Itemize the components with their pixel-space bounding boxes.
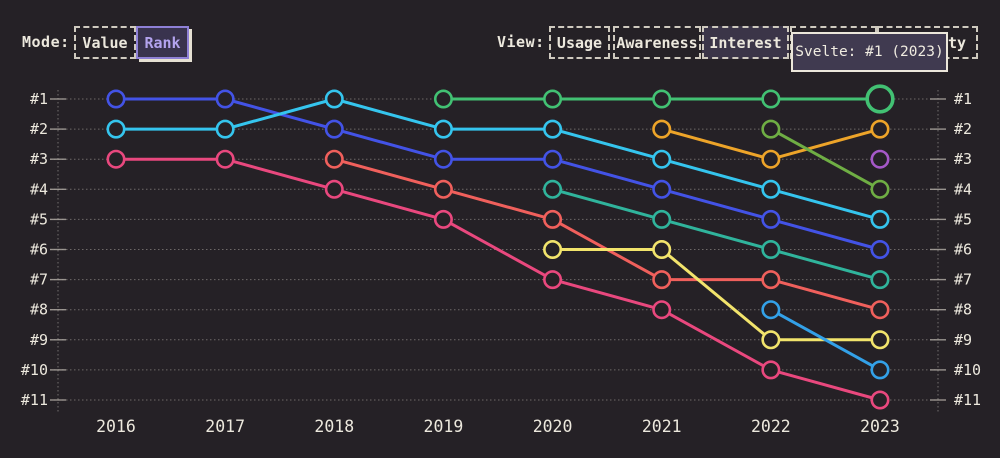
- data-point-cyan-2023[interactable]: [870, 209, 890, 229]
- data-point-teal-2023[interactable]: [870, 270, 890, 290]
- year-label: 2017: [205, 417, 245, 436]
- data-point-teal-2022[interactable]: [761, 240, 781, 260]
- data-point-salmon-red-2023[interactable]: [870, 300, 890, 320]
- view-interest-button[interactable]: Interest: [702, 26, 789, 59]
- series-line-cyan: [114, 97, 882, 221]
- data-point-yellow-2020[interactable]: [543, 240, 563, 260]
- data-point-pink-2020[interactable]: [543, 270, 563, 290]
- data-point-olive-green-2022[interactable]: [761, 119, 781, 139]
- year-label: 2020: [533, 417, 573, 436]
- data-point-blue-2017[interactable]: [215, 89, 235, 109]
- left-rank-label: #9: [30, 331, 48, 349]
- data-point-blue-2021[interactable]: [652, 179, 672, 199]
- data-point-pink-2018[interactable]: [324, 179, 344, 199]
- right-rank-label: #2: [954, 120, 972, 138]
- data-point-cyan-2016[interactable]: [106, 119, 126, 139]
- data-point-yellow-2023[interactable]: [870, 330, 890, 350]
- right-rank-label: #6: [954, 241, 972, 259]
- data-point-pink-2023[interactable]: [870, 390, 890, 410]
- right-rank-label: #7: [954, 271, 972, 289]
- data-point-orange-2022[interactable]: [761, 149, 781, 169]
- mode-rank-button[interactable]: Rank: [136, 26, 189, 59]
- data-point-pink-2019[interactable]: [433, 209, 453, 229]
- year-label: 2021: [642, 417, 682, 436]
- left-rank-label: #8: [30, 301, 48, 319]
- series-line-sky-blue: [769, 308, 882, 372]
- data-point-cyan-2018[interactable]: [324, 89, 344, 109]
- data-point-orange-2021[interactable]: [652, 119, 672, 139]
- data-point-svelte-green-2019[interactable]: [433, 89, 453, 109]
- left-rank-label: #4: [30, 180, 48, 198]
- data-point-svelte-green-2021[interactable]: [652, 89, 672, 109]
- series-line-pink: [114, 157, 882, 402]
- left-rank-label: #11: [21, 391, 48, 409]
- data-point-blue-2020[interactable]: [543, 149, 563, 169]
- right-rank-label: #8: [954, 301, 972, 319]
- data-point-blue-2018[interactable]: [324, 119, 344, 139]
- data-point-sky-blue-2022[interactable]: [761, 300, 781, 320]
- data-point-pink-2016[interactable]: [106, 149, 126, 169]
- view-awareness-button[interactable]: Awareness: [613, 26, 701, 59]
- data-point-yellow-2021[interactable]: [652, 240, 672, 260]
- left-rank-label: #1: [30, 90, 48, 108]
- data-point-pink-2021[interactable]: [652, 300, 672, 320]
- data-point-teal-2020[interactable]: [543, 179, 563, 199]
- data-point-svelte-green-2023[interactable]: [865, 84, 895, 114]
- mode-value-button[interactable]: Value: [74, 26, 136, 59]
- data-point-cyan-2022[interactable]: [761, 179, 781, 199]
- data-point-sky-blue-2023[interactable]: [870, 360, 890, 380]
- data-point-olive-green-2023[interactable]: [870, 179, 890, 199]
- data-point-salmon-red-2020[interactable]: [543, 209, 563, 229]
- year-label: 2018: [314, 417, 354, 436]
- series-line-salmon-red: [332, 157, 882, 312]
- series-line-blue: [114, 97, 882, 251]
- left-rank-label: #10: [21, 361, 48, 379]
- right-rank-label: #1: [954, 90, 972, 108]
- data-point-pink-2017[interactable]: [215, 149, 235, 169]
- data-point-salmon-red-2022[interactable]: [761, 270, 781, 290]
- data-point-salmon-red-2018[interactable]: [324, 149, 344, 169]
- data-point-cyan-2020[interactable]: [543, 119, 563, 139]
- year-label: 2023: [860, 417, 900, 436]
- left-rank-label: #3: [30, 150, 48, 168]
- right-rank-label: #11: [954, 391, 981, 409]
- series-line-teal: [551, 187, 882, 282]
- data-point-salmon-red-2019[interactable]: [433, 179, 453, 199]
- data-point-cyan-2019[interactable]: [433, 119, 453, 139]
- year-label: 2019: [424, 417, 464, 436]
- right-rank-label: #5: [954, 210, 972, 228]
- view-usage-button[interactable]: Usage: [549, 26, 610, 59]
- year-label: 2016: [96, 417, 136, 436]
- view-label: View:: [497, 33, 545, 51]
- data-point-cyan-2021[interactable]: [652, 149, 672, 169]
- right-rank-label: #9: [954, 331, 972, 349]
- data-point-orange-2023[interactable]: [870, 119, 890, 139]
- data-point-yellow-2022[interactable]: [761, 330, 781, 350]
- mode-label: Mode:: [22, 33, 70, 51]
- data-point-cyan-2017[interactable]: [215, 119, 235, 139]
- right-rank-label: #4: [954, 180, 972, 198]
- year-label: 2022: [751, 417, 791, 436]
- data-point-blue-2022[interactable]: [761, 209, 781, 229]
- right-rank-label: #10: [954, 361, 981, 379]
- data-point-blue-2023[interactable]: [870, 240, 890, 260]
- data-point-salmon-red-2021[interactable]: [652, 270, 672, 290]
- right-rank-label: #3: [954, 150, 972, 168]
- chart-tooltip: Svelte: #1 (2023): [791, 32, 948, 72]
- left-rank-label: #2: [30, 120, 48, 138]
- data-point-teal-2021[interactable]: [652, 209, 672, 229]
- left-rank-label: #6: [30, 241, 48, 259]
- data-point-blue-2019[interactable]: [433, 149, 453, 169]
- data-point-purple-2023[interactable]: [870, 149, 890, 169]
- tooltip-text: Svelte: #1 (2023): [795, 44, 944, 60]
- data-point-pink-2022[interactable]: [761, 360, 781, 380]
- data-point-svelte-green-2020[interactable]: [543, 89, 563, 109]
- left-rank-label: #5: [30, 210, 48, 228]
- left-rank-label: #7: [30, 271, 48, 289]
- series-line-olive-green: [769, 127, 882, 191]
- data-point-svelte-green-2022[interactable]: [761, 89, 781, 109]
- data-point-blue-2016[interactable]: [106, 89, 126, 109]
